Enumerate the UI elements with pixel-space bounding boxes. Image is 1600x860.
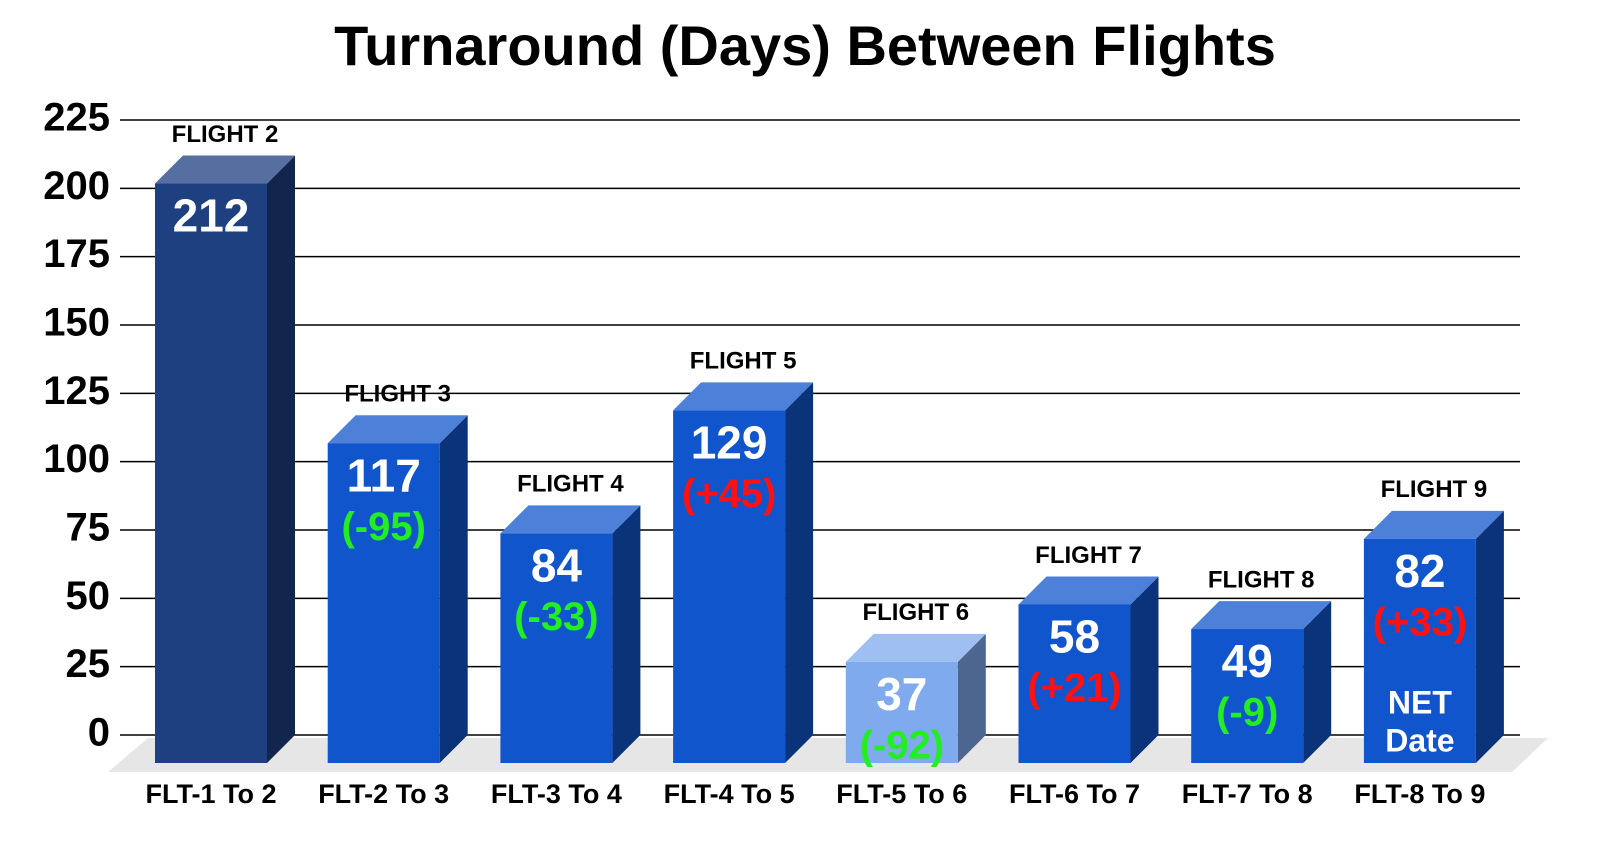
- x-tick-label: FLT-5 To 6: [836, 779, 967, 809]
- bar: [1191, 629, 1304, 763]
- value-label: 37: [876, 668, 927, 720]
- change-label: (+21): [1027, 666, 1122, 710]
- flight-label: FLIGHT 4: [517, 471, 624, 498]
- bar: [327, 443, 440, 763]
- flight-label: FLIGHT 5: [690, 348, 797, 375]
- bar-top: [500, 505, 641, 534]
- change-label: (+45): [682, 472, 777, 516]
- flight-label: FLIGHT 6: [862, 599, 969, 626]
- change-label: (-92): [860, 723, 944, 767]
- x-tick-label: FLT-7 To 8: [1182, 779, 1313, 809]
- chart-title: Turnaround (Days) Between Flights: [334, 14, 1276, 77]
- bar-top: [1363, 510, 1504, 539]
- annotation: Date: [1385, 722, 1454, 758]
- bar: [1363, 538, 1476, 763]
- value-label: 82: [1394, 545, 1445, 597]
- y-tick-label: 175: [43, 232, 110, 276]
- y-tick-label: 225: [43, 96, 110, 140]
- change-label: (-9): [1216, 691, 1278, 735]
- flight-label: FLIGHT 3: [344, 381, 451, 408]
- value-label: 212: [173, 190, 250, 242]
- bar-top: [327, 415, 468, 444]
- bar-side: [267, 155, 295, 764]
- bar: [845, 661, 958, 763]
- bar-side: [1130, 576, 1159, 763]
- flight-label: FLIGHT 2: [172, 121, 279, 148]
- x-tick-label: FLT-6 To 7: [1009, 779, 1140, 809]
- bar-side: [785, 382, 814, 763]
- x-tick-label: FLT-1 To 2: [146, 779, 277, 809]
- y-tick-label: 0: [88, 711, 110, 755]
- bar-side: [1475, 510, 1504, 763]
- y-tick-label: 25: [66, 642, 111, 686]
- flight-label: FLIGHT 9: [1381, 476, 1488, 503]
- value-label: 129: [691, 417, 768, 469]
- y-tick-label: 200: [43, 164, 110, 208]
- change-label: (-95): [341, 505, 425, 549]
- y-tick-label: 150: [43, 301, 110, 345]
- bar-top: [155, 155, 295, 184]
- bar: [673, 410, 786, 763]
- bar-side: [439, 415, 468, 763]
- bar-side: [957, 633, 986, 763]
- bar-top: [845, 633, 986, 662]
- value-label: 117: [347, 449, 421, 501]
- value-label: 49: [1222, 635, 1273, 687]
- x-tick-label: FLT-3 To 4: [491, 779, 622, 809]
- floor: [108, 738, 1548, 772]
- bar: [500, 533, 613, 763]
- x-tick-label: FLT-4 To 5: [664, 779, 795, 809]
- y-tick-label: 50: [66, 574, 111, 618]
- flight-label: FLIGHT 7: [1035, 542, 1142, 569]
- bar: [155, 183, 267, 764]
- bar: [1018, 604, 1131, 763]
- y-tick-label: 75: [66, 506, 111, 550]
- change-label: (-33): [514, 595, 598, 639]
- value-label: 84: [531, 540, 583, 592]
- x-tick-label: FLT-8 To 9: [1354, 779, 1485, 809]
- value-label: 58: [1049, 611, 1100, 663]
- x-tick-label: FLT-2 To 3: [318, 779, 449, 809]
- y-tick-label: 100: [43, 437, 110, 481]
- y-tick-label: 125: [43, 369, 110, 413]
- bar-top: [1018, 576, 1159, 605]
- annotation: NET: [1388, 684, 1452, 720]
- bar-top: [1191, 601, 1332, 630]
- bar-top: [673, 382, 814, 411]
- bar-side: [1303, 601, 1332, 763]
- change-label: (+33): [1373, 600, 1468, 644]
- flight-label: FLIGHT 8: [1208, 566, 1315, 593]
- bar-side: [612, 505, 641, 763]
